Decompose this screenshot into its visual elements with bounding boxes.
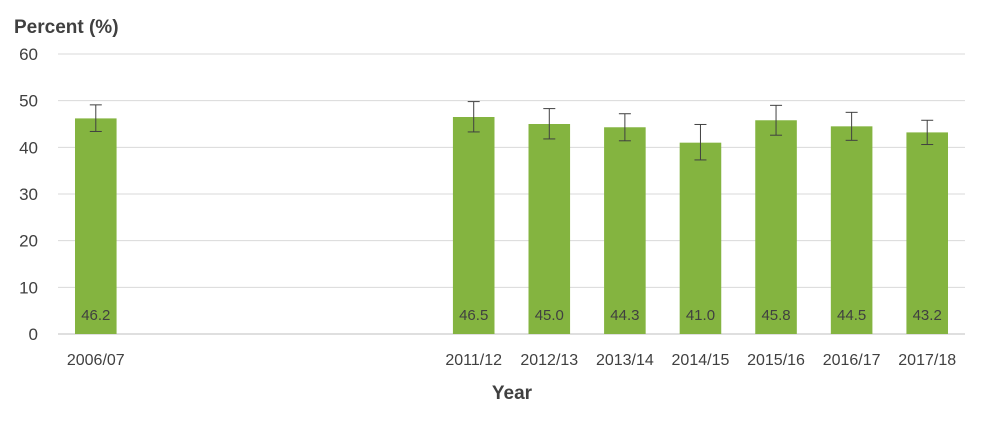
data-label: 44.5 bbox=[837, 307, 866, 324]
bar bbox=[604, 127, 646, 335]
data-label: 44.3 bbox=[610, 307, 639, 324]
gridlines bbox=[58, 53, 965, 335]
error-bar bbox=[694, 123, 707, 161]
bars bbox=[75, 117, 948, 335]
y-tick-label: 20 bbox=[19, 232, 38, 251]
data-label: 45.8 bbox=[761, 307, 790, 324]
x-tick-label: 2012/13 bbox=[520, 352, 578, 369]
x-tick-label: 2016/17 bbox=[823, 352, 881, 369]
data-label: 43.2 bbox=[913, 307, 942, 324]
bar bbox=[679, 142, 722, 334]
data-label: 46.2 bbox=[81, 307, 110, 324]
bar bbox=[75, 118, 117, 335]
bar bbox=[755, 120, 797, 335]
bar bbox=[528, 124, 571, 334]
y-tick-label: 40 bbox=[19, 138, 38, 157]
data-label: 45.0 bbox=[535, 307, 564, 324]
x-tick-label: 2013/14 bbox=[596, 352, 654, 369]
data-label: 41.0 bbox=[686, 307, 715, 324]
x-tick-label: 2006/07 bbox=[67, 352, 125, 369]
bar bbox=[830, 126, 873, 334]
y-tick-label: 0 bbox=[29, 325, 38, 344]
data-labels: 46.2 46.5 45.0 44.3 41.0 45.8 44.5 43.2 bbox=[81, 307, 942, 324]
error-bar bbox=[845, 111, 858, 141]
bar bbox=[906, 132, 948, 334]
y-tick-label: 10 bbox=[19, 278, 38, 297]
x-tick-label: 2017/18 bbox=[898, 352, 956, 369]
error-bar bbox=[618, 113, 631, 142]
y-tick-label: 50 bbox=[19, 92, 38, 111]
error-bar bbox=[543, 108, 556, 140]
error-bars bbox=[89, 101, 934, 161]
x-tick-label: 2014/15 bbox=[672, 352, 730, 369]
error-bar bbox=[921, 119, 934, 146]
x-tick-label: 2011/12 bbox=[445, 352, 502, 369]
x-axis-title: Year bbox=[492, 383, 533, 404]
data-label: 46.5 bbox=[459, 307, 488, 324]
y-tick-label: 30 bbox=[19, 185, 38, 204]
y-axis-ticks: 0 10 20 30 40 50 60 bbox=[19, 45, 38, 344]
error-bar bbox=[89, 104, 102, 132]
y-tick-label: 60 bbox=[19, 45, 38, 64]
y-axis-title: Percent (%) bbox=[14, 17, 119, 38]
x-axis-ticks: 2006/07 2011/12 2012/13 2013/14 2014/15 2015/… bbox=[67, 352, 956, 369]
error-bar bbox=[467, 101, 480, 133]
error-bar bbox=[770, 104, 783, 136]
x-tick-label: 2015/16 bbox=[747, 352, 805, 369]
bar bbox=[452, 117, 495, 334]
